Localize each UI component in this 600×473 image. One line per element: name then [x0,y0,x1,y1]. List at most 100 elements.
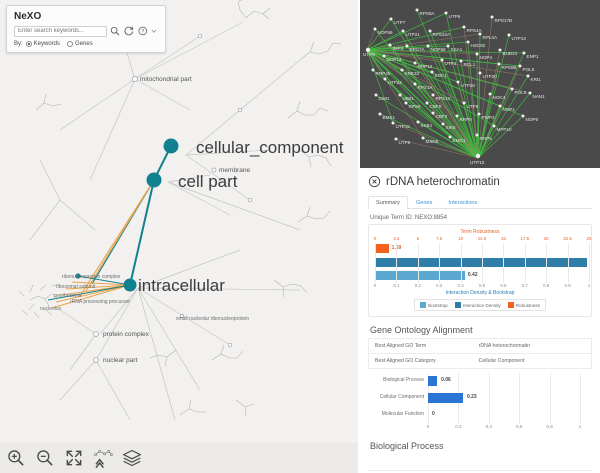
gene-node-label: UTP4 [445,61,457,66]
legend-swatch-robustness [507,302,514,308]
go-value-biological-process: 0.06 [441,377,451,383]
axis-tick: 0.2 [414,283,421,288]
go-row-cellular-component: Cellular Component 0.23 [368,390,592,407]
search-mode-row: By: Keywords Genes [14,41,158,47]
axis-tick: 22.5 [563,236,572,241]
go-category-value: Cellular Component [478,358,525,364]
gene-node-label: NAN1 [533,94,546,99]
radio-genes-label: Genes [75,41,93,47]
gene-node-label: IMP3 [393,46,404,51]
gene-node-label: RPS4A [467,28,483,33]
gridline [396,243,398,256]
go-row-biological-process: Biological Process 0.06 [368,373,592,390]
go-label-biological-process: Biological Process [383,377,424,383]
tree-label-protein-complex: protein complex [103,331,150,338]
legend-robustness: Robustness [507,302,540,308]
gene-hub-label: UTP9 [363,52,375,57]
tree-label-nuclear-part: nuclear part [103,357,138,364]
term-detail-panel[interactable]: rDNA heterochromatin Summary Genes Inter… [360,168,600,473]
legend-label-robustness: Robustness [515,302,540,308]
gene-node-label: RPS9B [502,65,517,70]
radio-genes-dot [67,41,74,47]
tree-toolbar[interactable] [0,443,358,473]
axis-tick: 25 [586,236,592,241]
gene-node-label: UTP13 [512,36,527,41]
gene-node-label: UTP6 [449,14,461,19]
gene-hub-label: UTP10 [470,160,485,165]
ontology-tree-graph[interactable]: ribonucleoprotein complex ribosomal subu… [0,0,358,473]
fit-to-screen-icon[interactable] [64,448,84,468]
go-bar-cellular-component [428,393,463,403]
gridline [482,243,483,256]
help-icon[interactable]: ? [137,25,149,37]
gene-node-label: CBF5 [430,104,442,109]
close-circle-icon[interactable] [368,175,381,188]
table-row: Best Aligned GO Term rDNA heterochromati… [369,338,591,353]
gene-node-label: UTP18 [461,83,476,88]
tab-interactions[interactable]: Interactions [448,200,478,206]
tab-summary[interactable]: Summary [368,196,408,209]
density-chart-title: Interaction Density & Bootstrap [445,290,515,296]
collapse-network-icon[interactable] [93,448,113,468]
tree-label-intracellular: intracellular [138,276,225,295]
gene-node-label: UTP20 [483,74,498,79]
gene-node-label: NOP4 [480,55,493,60]
search-input[interactable] [14,25,108,37]
density-bar-row [375,257,587,268]
gene-node-label: CBF2 [436,114,448,119]
tree-small-label: nucleolus [40,306,62,312]
refresh-icon[interactable] [123,25,135,37]
axis-tick: 1 [578,424,582,429]
go-row-molecular-function: Molecular Function 0 [368,407,592,424]
gene-node-label: UB61 [403,96,415,101]
gridline [375,257,376,283]
axis-tick: 0.7 [521,283,528,288]
axis-tick: 0.4 [457,283,464,288]
detail-tabs[interactable]: Summary Genes Interactions [368,195,592,209]
robustness-plot: 1.59 [375,243,590,256]
tree-small-label: rRNA processing precursor [70,299,130,305]
node-cell-part [146,172,162,188]
radio-keywords-dot [25,41,32,47]
ontology-tree-panel[interactable]: ribonucleoprotein complex ribosomal subu… [0,0,358,473]
zoom-in-icon[interactable] [6,448,26,468]
gene-node-label: SOF1 [435,73,447,78]
axis-tick: 0 [426,424,430,429]
axis-tick: 0.2 [455,424,462,429]
gridline [524,243,526,256]
gridline [439,243,441,256]
chevron-down-icon[interactable] [150,25,158,37]
gridline [589,257,590,283]
gene-node-label: DIM1 [379,96,390,101]
axis-tick: 0.9 [564,283,571,288]
gene-node-label: BUD21 [503,51,518,56]
gridline [567,257,569,283]
svg-text:?: ? [141,29,144,35]
interaction-network-graph[interactable]: RPS8A UTP6 UTP7 RPS17B NOP56 UTP21 RPS22A RPS4A… [360,0,600,168]
gene-node-label: SIK5 [446,125,456,130]
radio-keywords[interactable]: Keywords [25,41,61,47]
term-id-text: Unique Term ID: NEXO:8854 [370,215,447,221]
interaction-network-panel[interactable]: RPS8A UTP6 UTP7 RPS17B NOP56 UTP21 RPS22A RPS4A… [360,0,600,168]
zoom-out-icon[interactable] [35,448,55,468]
legend-bootstrap: Bootstrap [420,302,448,308]
axis-tick: 12.5 [477,236,487,241]
axis-tick: 0.6 [515,424,523,429]
search-panel[interactable]: NeXO ? By: [6,5,166,53]
radio-keywords-label: Keywords [33,41,61,47]
layers-icon[interactable] [122,448,142,468]
axis-tick: 0.8 [543,283,550,288]
gridline [482,257,483,283]
search-icon[interactable] [109,25,121,37]
axis-tick: 0.5 [478,283,486,288]
legend-label-interaction-density: Interaction Density [462,302,501,308]
axis-tick: 17.5 [520,236,530,241]
axis-tick: 0.3 [436,283,443,288]
radio-genes[interactable]: Genes [67,41,93,47]
density-bootstrap-plot: 0.42 [375,257,590,283]
tree-label-cell-part: cell part [178,172,238,191]
axis-tick: 0.6 [500,283,507,288]
gene-node-label: UTP5 [467,104,479,109]
tab-genes[interactable]: Genes [415,200,433,206]
gene-node-label: RPS17B [495,18,513,23]
